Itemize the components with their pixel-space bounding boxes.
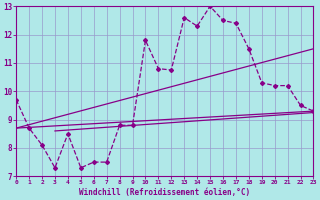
X-axis label: Windchill (Refroidissement éolien,°C): Windchill (Refroidissement éolien,°C): [79, 188, 250, 197]
